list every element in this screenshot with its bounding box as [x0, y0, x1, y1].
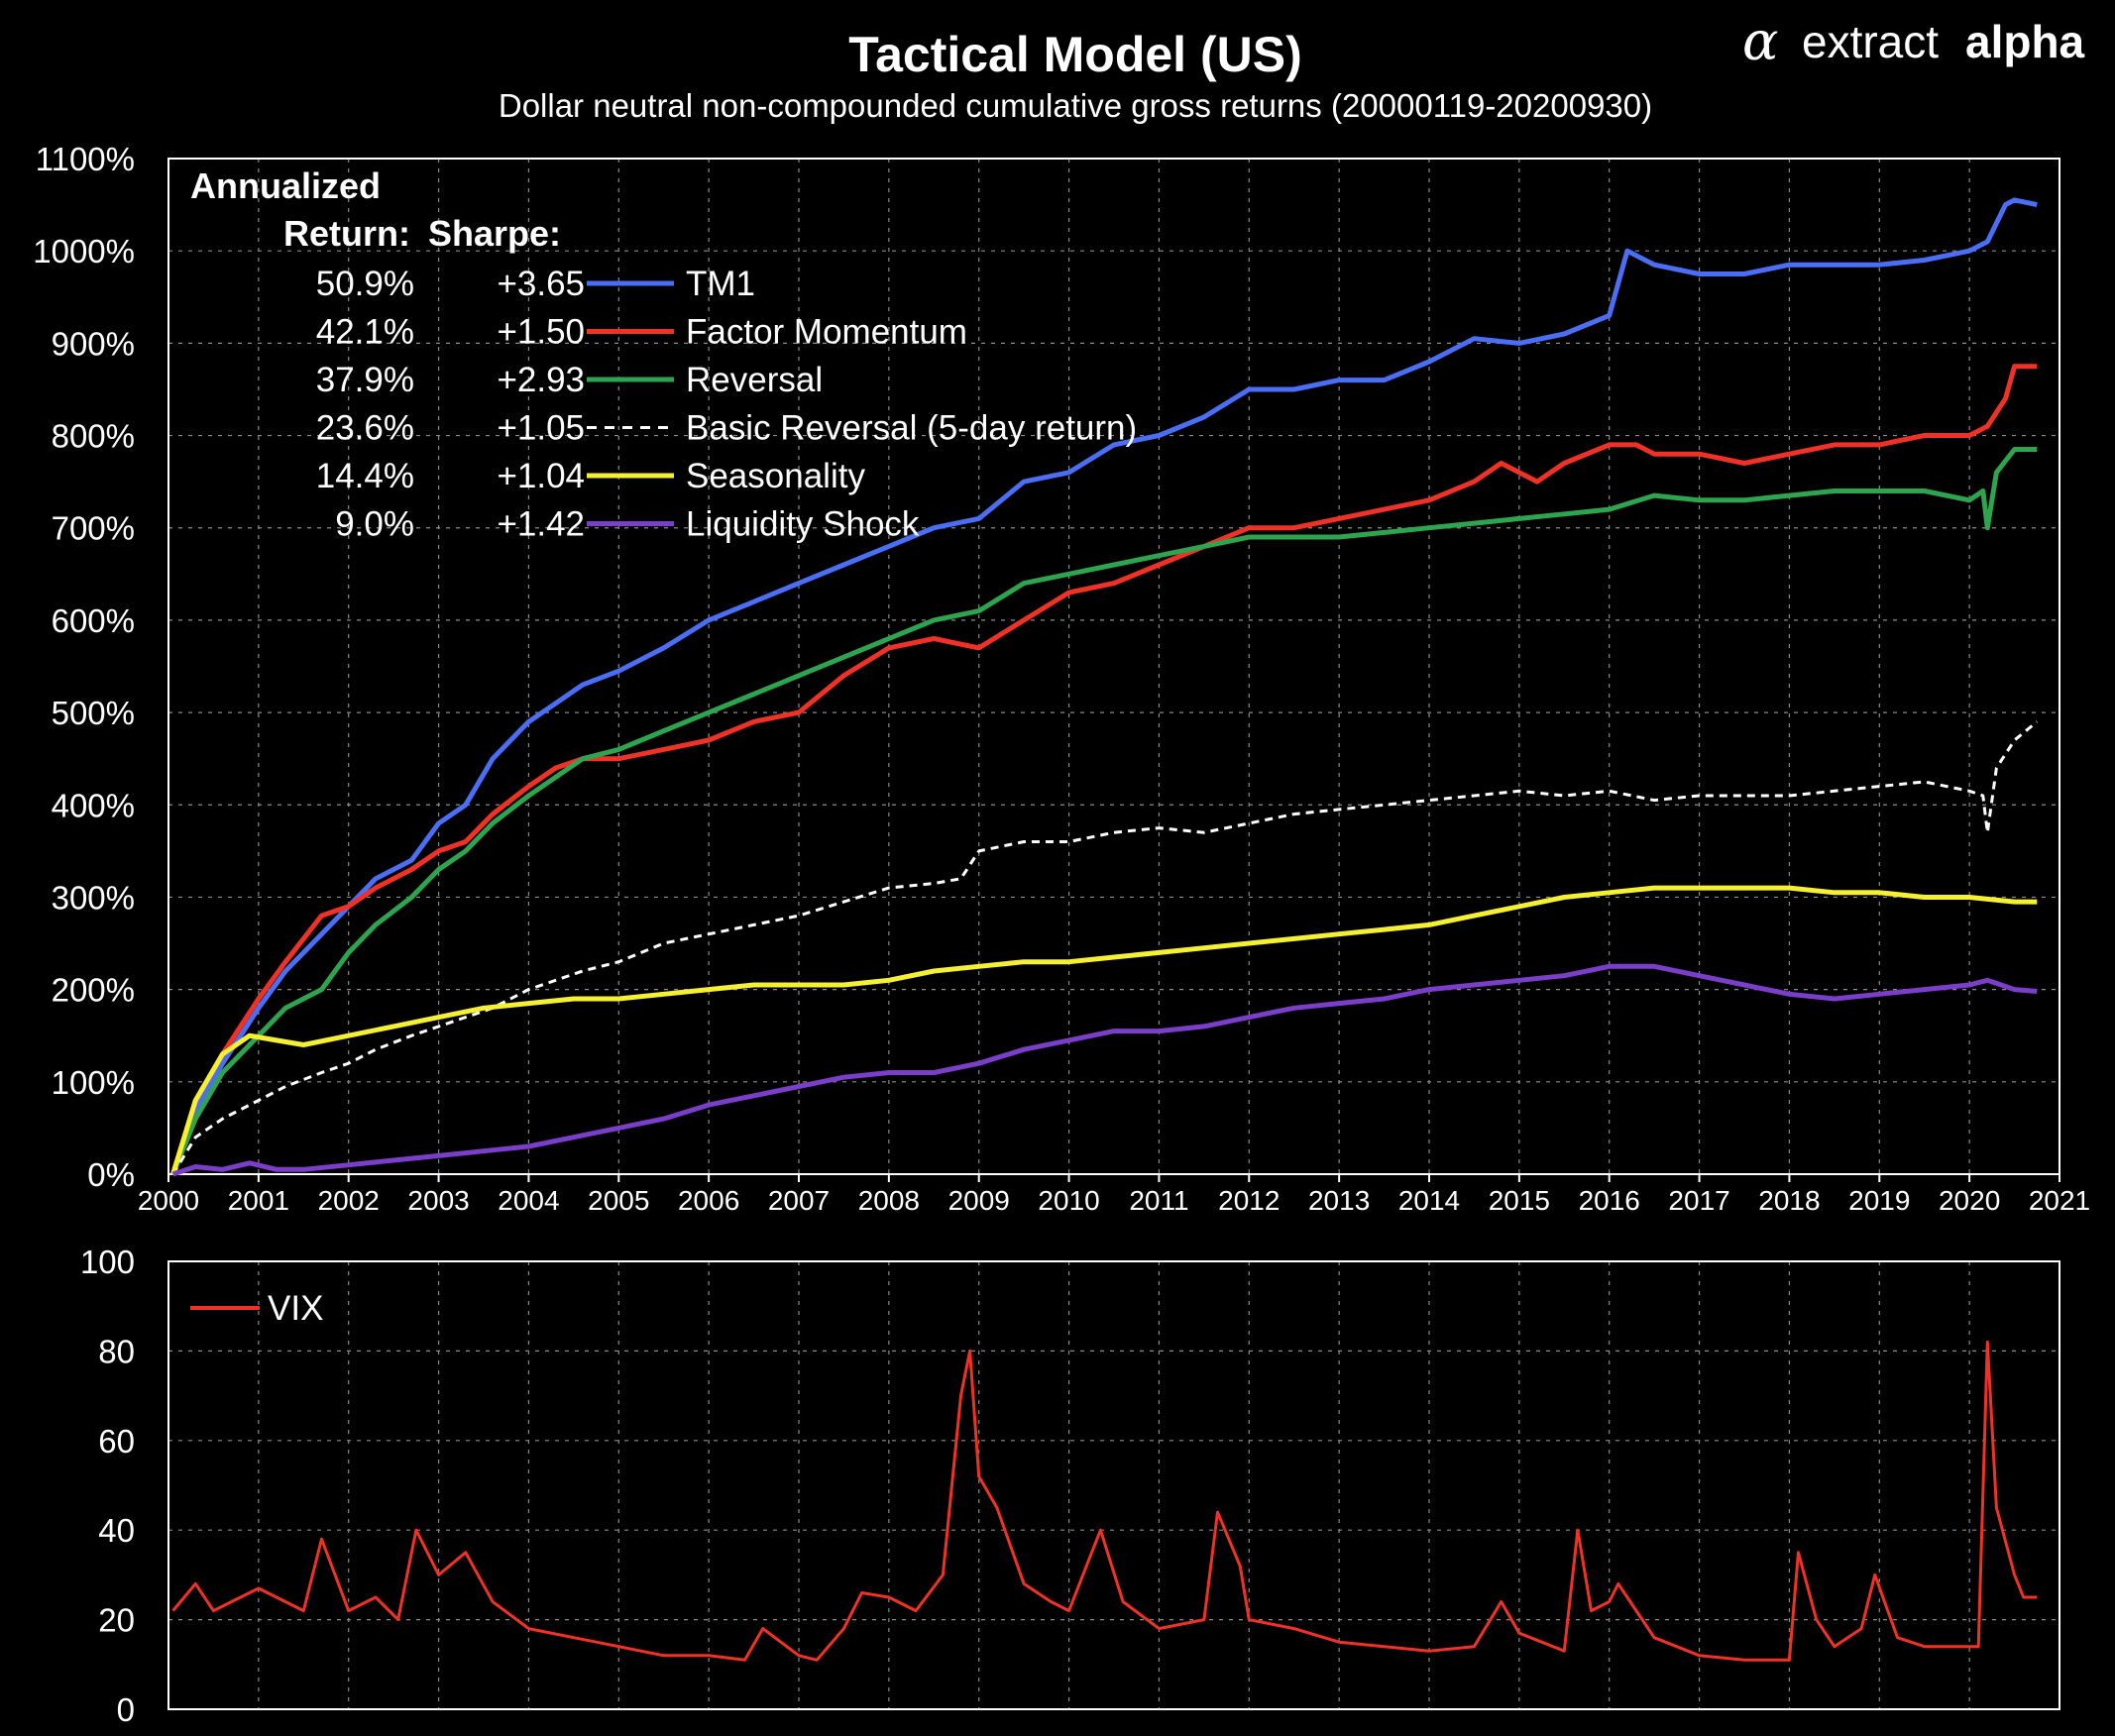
x-tick-label: 2014 — [1398, 1185, 1460, 1216]
legend-sharpe-value: +1.05 — [497, 409, 585, 448]
vix-y-tick-label: 60 — [98, 1423, 135, 1460]
x-tick-label: 2001 — [228, 1185, 289, 1216]
y-tick-label: 1100% — [36, 141, 135, 177]
series-line-factor-momentum — [170, 364, 2038, 1175]
legend-sharpe-value: +1.42 — [497, 505, 585, 544]
legend-return-value: 42.1% — [316, 313, 414, 352]
series-line-seasonality — [170, 885, 2038, 1175]
series-line-liquidity-shock — [171, 963, 2038, 1177]
x-tick-label: 2006 — [678, 1185, 739, 1216]
main-plot: 0% 100% 200% 300% 400% 500% 600% 700% 800% 900% 10… — [33, 141, 2090, 1216]
legend: Annualized Return: Sharpe: 50.9% +3.65 TM1 42.… — [190, 165, 1137, 544]
legend-return-value: 37.9% — [316, 361, 414, 399]
vix-y-tick-label: 100 — [80, 1244, 135, 1280]
brand-logo: α extract alpha — [1742, 10, 2085, 72]
x-tick-label: 2002 — [318, 1185, 380, 1216]
y-tick-label: 300% — [52, 879, 135, 916]
legend-sharpe-value: +1.04 — [497, 457, 585, 495]
x-tick-label: 2020 — [1939, 1185, 2000, 1216]
y-tick-label: 1000% — [33, 233, 135, 270]
vix-y-tick-label: 40 — [98, 1512, 135, 1549]
y-tick-label: 500% — [52, 695, 135, 731]
x-tick-label: 2010 — [1038, 1185, 1099, 1216]
x-tick-label: 2018 — [1758, 1185, 1820, 1216]
x-tick-label: 2008 — [858, 1185, 920, 1216]
y-tick-label: 0% — [87, 1156, 135, 1193]
y-tick-label: 200% — [52, 972, 135, 1009]
legend-series-name: Seasonality — [686, 457, 865, 495]
legend-series-name: Factor Momentum — [686, 313, 967, 352]
legend-series-name: TM1 — [686, 265, 755, 303]
legend-heading-return: Return: — [283, 213, 410, 254]
y-tick-label: 600% — [52, 602, 135, 639]
series-line-basic-reversal-5-day-return — [171, 720, 2039, 1175]
legend-sharpe-value: +3.65 — [497, 265, 585, 303]
alpha-logo-icon: α — [1742, 10, 1778, 72]
vix-y-tick-label: 0 — [117, 1691, 135, 1728]
brand-word-bold: alpha — [1965, 16, 2085, 67]
vix-plot: 0 20 40 60 80 100 VIX — [80, 1244, 2060, 1728]
vix-plot-frame — [167, 1260, 2060, 1710]
x-tick-label: 2007 — [768, 1185, 830, 1216]
legend-return-value: 9.0% — [335, 505, 414, 544]
y-tick-label: 900% — [52, 325, 135, 362]
legend-return-value: 23.6% — [316, 409, 414, 448]
legend-return-value: 50.9% — [316, 265, 414, 303]
y-tick-label: 800% — [52, 418, 135, 455]
chart-subtitle: Dollar neutral non-compounded cumulative… — [499, 87, 1652, 124]
x-tick-label: 2021 — [2029, 1185, 2090, 1216]
x-tick-label: 2004 — [498, 1185, 559, 1216]
x-tick-label: 2015 — [1489, 1185, 1550, 1216]
x-tick-label: 2009 — [948, 1185, 1010, 1216]
brand-word-light: extract — [1802, 16, 1939, 67]
x-tick-label: 2012 — [1218, 1185, 1280, 1216]
x-tick-label: 2019 — [1848, 1185, 1910, 1216]
legend-series-name: Basic Reversal (5-day return) — [686, 409, 1137, 448]
x-tick-label: 2003 — [407, 1185, 469, 1216]
legend-return-value: 14.4% — [316, 457, 414, 495]
x-tick-label: 2011 — [1129, 1185, 1188, 1216]
chart-title: Tactical Model (US) — [848, 27, 1301, 82]
x-tick-label: 2005 — [588, 1185, 649, 1216]
x-tick-label: 2000 — [138, 1185, 199, 1216]
legend-series-name: Liquidity Shock — [686, 505, 920, 544]
vix-legend-label: VIX — [268, 1289, 323, 1328]
legend-sharpe-value: +2.93 — [497, 361, 585, 399]
x-tick-label: 2013 — [1308, 1185, 1370, 1216]
vix-y-tick-label: 20 — [98, 1602, 135, 1639]
series-line-vix — [171, 1340, 2038, 1662]
series-line-reversal — [170, 447, 2038, 1175]
x-tick-label: 2017 — [1668, 1185, 1729, 1216]
y-tick-label: 400% — [52, 787, 135, 823]
y-tick-label: 100% — [52, 1064, 135, 1101]
legend-heading-annualized: Annualized — [190, 165, 381, 206]
legend-series-name: Reversal — [686, 361, 823, 399]
plot-frame — [167, 158, 2060, 1175]
legend-heading-sharpe: Sharpe: — [428, 213, 561, 254]
plot-area — [168, 159, 2059, 1174]
legend-sharpe-value: +1.50 — [497, 313, 585, 352]
x-tick-label: 2016 — [1579, 1185, 1640, 1216]
y-tick-label: 700% — [52, 510, 135, 547]
series-line-tm1 — [170, 197, 2038, 1175]
vix-y-tick-label: 80 — [98, 1333, 135, 1369]
